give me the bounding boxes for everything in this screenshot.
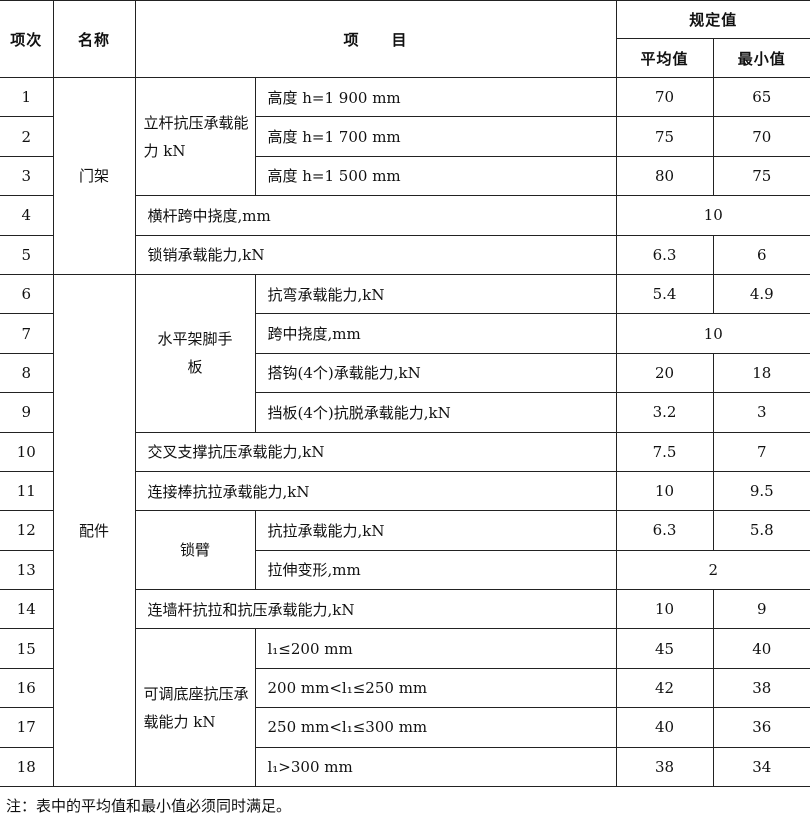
value-cell: 10 <box>615 195 810 236</box>
item-cell: 连接棒抗拉承载能力,kN <box>134 470 617 512</box>
header-spec: 规定值 <box>615 0 810 39</box>
row-number: 1 <box>0 76 54 118</box>
avg-cell: 7.5 <box>615 431 714 472</box>
min-cell: 3 <box>712 392 810 433</box>
table-row: 4 横杆跨中挠度,mm 10 <box>0 195 810 236</box>
header-item: 项 目 <box>134 0 617 78</box>
item-cell: 抗弯承载能力,kN <box>254 273 617 315</box>
min-cell: 40 <box>712 628 810 669</box>
table-row: 18 l₁>300 mm 38 34 <box>0 746 810 788</box>
item-cell: 锁销承载能力,kN <box>134 234 617 275</box>
table-row: 7 跨中挠度,mm 10 <box>0 313 810 354</box>
row-number: 4 <box>0 195 54 236</box>
avg-cell: 3.2 <box>615 392 714 433</box>
row-number: 14 <box>0 589 54 630</box>
avg-cell: 38 <box>615 746 714 788</box>
avg-cell: 10 <box>615 589 714 630</box>
min-cell: 36 <box>712 707 810 748</box>
item-cell: 250 mm<l₁≤300 mm <box>254 707 617 748</box>
row-number: 10 <box>0 431 54 472</box>
min-cell: 5.8 <box>712 510 810 551</box>
item-cell: 高度 h=1 900 mm <box>254 76 617 118</box>
spec-table: 项次 名称 项 目 规定值 平均值 最小值 1 门架 立杆抗压承载能力 kN 高度 h… <box>0 0 810 788</box>
item-cell: 跨中挠度,mm <box>254 313 617 354</box>
min-cell: 6 <box>712 234 810 275</box>
row-number: 11 <box>0 470 54 512</box>
min-cell: 65 <box>712 76 810 118</box>
row-number: 7 <box>0 313 54 354</box>
table-row: 14 连墙杆抗拉和抗压承载能力,kN 10 9 <box>0 589 810 630</box>
avg-cell: 20 <box>615 352 714 394</box>
table-row: 12 锁臂 抗拉承载能力,kN 6.3 5.8 <box>0 510 810 591</box>
table-note: 注：表中的平均值和最小值必须同时满足。 <box>6 797 292 815</box>
table-row: 16 200 mm<l₁≤250 mm 42 38 <box>0 667 810 709</box>
avg-cell: 45 <box>615 628 714 669</box>
header-name: 名称 <box>52 0 136 78</box>
avg-cell: 6.3 <box>615 234 714 275</box>
item-cell: 交叉支撑抗压承载能力,kN <box>134 431 617 472</box>
min-cell: 18 <box>712 352 810 394</box>
header-min: 最小值 <box>712 38 810 78</box>
row-number: 17 <box>0 707 54 748</box>
row-number: 13 <box>0 549 54 591</box>
row-number: 9 <box>0 392 54 433</box>
min-cell: 70 <box>712 116 810 157</box>
item-cell: l₁≤200 mm <box>254 628 617 669</box>
row-number: 6 <box>0 273 54 315</box>
item-cell: 高度 h=1 500 mm <box>254 155 617 197</box>
table-row: 9 挡板(4个)抗脱承载能力,kN 3.2 3 <box>0 392 810 433</box>
table-row: 15 可调底座抗压承载能力 kN l₁≤200 mm 45 40 <box>0 628 810 788</box>
min-cell: 34 <box>712 746 810 788</box>
group-cell: 水平架脚手板 <box>134 273 256 433</box>
item-cell: 拉伸变形,mm <box>254 549 617 591</box>
row-number: 18 <box>0 746 54 788</box>
header-no: 项次 <box>0 0 54 78</box>
item-cell: 200 mm<l₁≤250 mm <box>254 667 617 709</box>
row-number: 15 <box>0 628 54 669</box>
min-cell: 38 <box>712 667 810 709</box>
table-row: 8 搭钩(4个)承载能力,kN 20 18 <box>0 352 810 394</box>
row-number: 8 <box>0 352 54 394</box>
min-cell: 9 <box>712 589 810 630</box>
item-cell: 连墙杆抗拉和抗压承载能力,kN <box>134 589 617 630</box>
value-cell: 2 <box>615 549 810 591</box>
avg-cell: 75 <box>615 116 714 157</box>
table-row: 11 连接棒抗拉承载能力,kN 10 9.5 <box>0 470 810 512</box>
avg-cell: 5.4 <box>615 273 714 315</box>
item-cell: 搭钩(4个)承载能力,kN <box>254 352 617 394</box>
name-cell: 门架 <box>52 77 136 275</box>
item-cell: 高度 h=1 700 mm <box>254 116 617 157</box>
item-cell: 抗拉承载能力,kN <box>254 510 617 551</box>
row-number: 16 <box>0 667 54 709</box>
value-cell: 10 <box>615 313 810 354</box>
table-row: 6 配件 水平架脚手板 抗弯承载能力,kN 5.4 4.9 <box>0 273 810 788</box>
item-cell: 横杆跨中挠度,mm <box>134 195 617 236</box>
min-cell: 75 <box>712 155 810 197</box>
min-cell: 4.9 <box>712 273 810 315</box>
group-cell: 锁臂 <box>134 510 256 591</box>
group-cell: 立杆抗压承载能力 kN <box>134 76 256 197</box>
row-number: 5 <box>0 234 54 275</box>
avg-cell: 6.3 <box>615 510 714 551</box>
avg-cell: 40 <box>615 707 714 748</box>
item-cell: 挡板(4个)抗脱承载能力,kN <box>254 392 617 433</box>
row-number: 12 <box>0 510 54 551</box>
header-avg: 平均值 <box>615 38 714 78</box>
table-row: 5 锁销承载能力,kN 6.3 6 <box>0 234 810 275</box>
avg-cell: 10 <box>615 470 714 512</box>
min-cell: 9.5 <box>712 470 810 512</box>
avg-cell: 80 <box>615 155 714 197</box>
avg-cell: 70 <box>615 76 714 118</box>
table-row: 1 门架 立杆抗压承载能力 kN 高度 h=1 900 mm 70 65 <box>0 76 810 275</box>
group-cell: 可调底座抗压承载能力 kN <box>134 628 256 788</box>
min-cell: 7 <box>712 431 810 472</box>
avg-cell: 42 <box>615 667 714 709</box>
table-row: 10 交叉支撑抗压承载能力,kN 7.5 7 <box>0 431 810 472</box>
row-number: 3 <box>0 155 54 197</box>
name-cell: 配件 <box>52 273 136 788</box>
item-cell: l₁>300 mm <box>254 746 617 788</box>
row-number: 2 <box>0 116 54 157</box>
